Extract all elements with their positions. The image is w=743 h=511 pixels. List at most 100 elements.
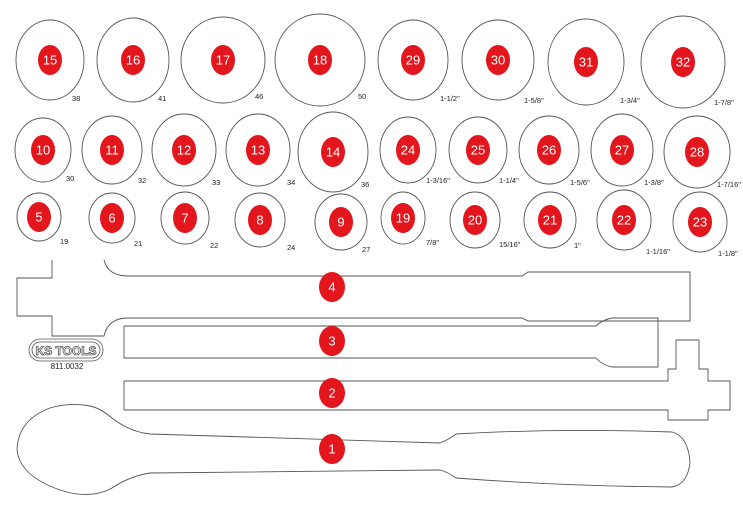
socket-slot: 9 27 [314, 193, 370, 254]
socket-number: 21 [543, 213, 557, 228]
socket-number: 25 [471, 143, 485, 158]
socket-slot: 12 33 [151, 113, 220, 187]
socket-number: 7 [181, 211, 188, 226]
number-badge [100, 203, 124, 233]
tool-4-outline [16, 259, 691, 337]
socket-size-label: 1-5/8" [524, 96, 544, 105]
number-badge [401, 45, 425, 75]
socket-slot: 29 1-1/2" [377, 19, 460, 103]
socket-outline [640, 15, 726, 109]
socket-number: 6 [108, 211, 115, 226]
socket-size-label: 34 [287, 178, 295, 187]
socket-outline [151, 113, 217, 187]
socket-size-label: 1-3/16" [426, 176, 450, 185]
socket-size-label: 21 [134, 239, 142, 248]
socket-outline [448, 116, 508, 184]
socket-outline [380, 191, 426, 245]
socket-outline [180, 16, 266, 104]
socket-number: 29 [406, 53, 420, 68]
number-badge [612, 205, 636, 235]
socket-number: 13 [251, 143, 265, 158]
socket-number: 27 [615, 143, 629, 158]
socket-number: 15 [43, 53, 57, 68]
socket-outline [14, 117, 72, 183]
number-badge [463, 205, 487, 235]
tool-badge: 3 [319, 326, 345, 356]
socket-outline [81, 115, 143, 185]
number-badge [321, 137, 345, 167]
number-badge [391, 203, 415, 233]
tool-badge: 1 [319, 434, 345, 464]
socket-size-label: 1-1/8" [718, 249, 738, 258]
socket-outline [663, 115, 731, 189]
number-badge [121, 45, 145, 75]
socket-outline [160, 191, 210, 245]
number-badge [38, 45, 62, 75]
socket-slot: 24 1-3/16" [379, 116, 450, 185]
number-badge [574, 47, 598, 77]
number-badge [688, 207, 712, 237]
socket-slot: 13 34 [225, 113, 295, 187]
article-number: 811.0032 [51, 362, 84, 371]
socket-slot: 6 21 [88, 192, 142, 248]
socket-outline [523, 191, 577, 249]
logo-text: KS TOOLS [35, 344, 96, 358]
number-badge [685, 137, 709, 167]
socket-size-label: 1" [574, 241, 581, 250]
number-badge [172, 135, 196, 165]
socket-slot: 30 1-5/8" [461, 19, 544, 105]
socket-number: 17 [216, 53, 230, 68]
socket-outline [590, 113, 654, 187]
socket-outline [274, 13, 366, 107]
socket-number: 30 [491, 53, 505, 68]
socket-outline [314, 193, 368, 251]
socket-size-label: 1-5/6" [570, 178, 590, 187]
socket-size-label: 22 [210, 241, 218, 250]
socket-slot: 7 22 [160, 191, 218, 250]
socket-slot: 28 1-7/16" [663, 115, 741, 189]
socket-slot: 20 15/16" [449, 191, 521, 249]
number-badge [671, 47, 695, 77]
socket-outline [297, 111, 369, 193]
socket-slot: 22 1-1/16" [596, 189, 670, 256]
tool-number: 4 [328, 280, 335, 295]
socket-slot: 14 36 [297, 111, 369, 193]
number-badge [319, 326, 345, 356]
socket-outline [234, 192, 286, 248]
socket-number: 5 [35, 210, 42, 225]
socket-size-label: 38 [72, 94, 80, 103]
socket-number: 9 [337, 215, 344, 230]
number-badge [537, 135, 561, 165]
number-badge [246, 135, 270, 165]
socket-slot: 8 24 [234, 192, 295, 252]
socket-number: 19 [396, 211, 410, 226]
socket-slot: 19 7/8" [380, 191, 439, 247]
socket-size-label: 1-1/16" [646, 247, 670, 256]
socket-outline [15, 19, 85, 101]
socket-number: 11 [105, 143, 119, 158]
socket-slot: 10 30 [14, 117, 74, 183]
socket-number: 22 [617, 213, 631, 228]
socket-slot: 23 1-1/8" [672, 191, 738, 258]
number-badge [319, 378, 345, 408]
number-badge [466, 135, 490, 165]
socket-outline [96, 17, 170, 103]
socket-size-label: 1-3/8" [644, 178, 664, 187]
socket-size-label: 33 [212, 178, 220, 187]
number-badge [27, 202, 51, 232]
number-badge [211, 45, 235, 75]
socket-outline [16, 192, 62, 242]
socket-outline [518, 115, 580, 185]
number-badge [100, 135, 124, 165]
socket-number: 32 [676, 55, 690, 70]
socket-outline [449, 191, 501, 249]
socket-size-label: 36 [361, 180, 369, 189]
number-badge [173, 203, 197, 233]
socket-number: 12 [177, 143, 191, 158]
socket-size-label: 30 [66, 174, 74, 183]
socket-size-label: 50 [358, 92, 366, 101]
socket-outline [461, 19, 535, 101]
